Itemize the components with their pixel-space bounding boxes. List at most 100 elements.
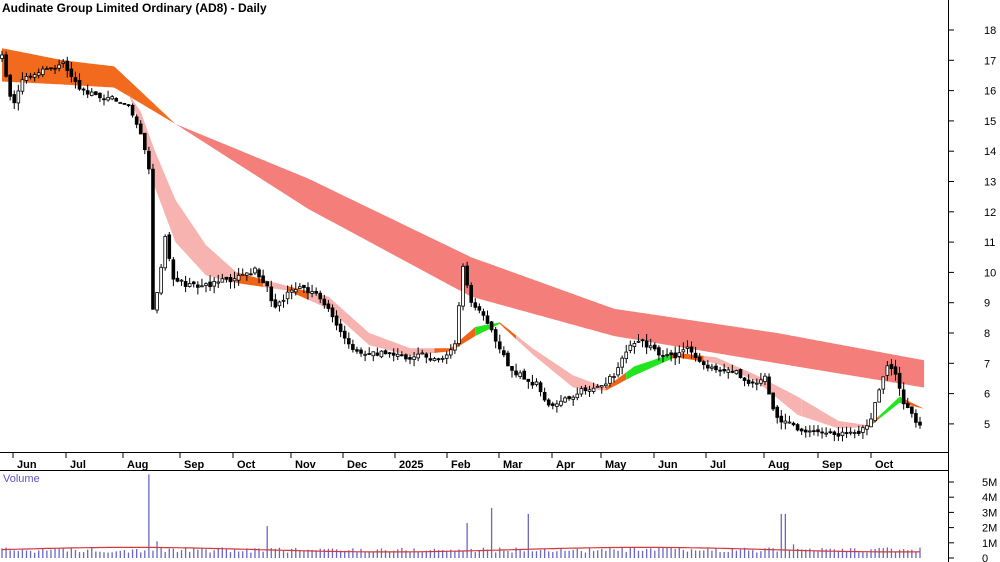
candle bbox=[416, 347, 420, 362]
candle bbox=[16, 84, 21, 111]
short-ribbon-segment-4 bbox=[308, 291, 435, 356]
candle bbox=[551, 401, 555, 410]
candle bbox=[828, 428, 833, 434]
x-tick-label: Oct bbox=[237, 459, 256, 471]
candle bbox=[820, 427, 824, 439]
y-tick-label: 10 bbox=[984, 267, 996, 279]
candle bbox=[277, 300, 282, 312]
candle bbox=[461, 263, 465, 311]
candle bbox=[404, 353, 408, 362]
candle bbox=[224, 276, 229, 283]
short-ribbon-segment-8 bbox=[499, 322, 517, 340]
candle bbox=[661, 349, 665, 363]
candle bbox=[750, 379, 755, 388]
candle bbox=[755, 378, 759, 391]
candle bbox=[795, 423, 800, 432]
candle bbox=[473, 298, 478, 311]
candle bbox=[383, 349, 388, 355]
short-ribbon-segment-11 bbox=[626, 354, 672, 380]
candle bbox=[448, 344, 453, 359]
candle bbox=[187, 277, 192, 288]
candle bbox=[273, 293, 278, 309]
candle bbox=[734, 369, 739, 375]
candle bbox=[738, 368, 743, 379]
y-tick-label: 5 bbox=[984, 419, 990, 431]
candle bbox=[595, 383, 600, 388]
candle bbox=[216, 274, 221, 289]
x-tick-label: Apr bbox=[556, 459, 576, 471]
candle bbox=[824, 427, 828, 438]
candle bbox=[49, 67, 53, 72]
short-ribbon-segment-1 bbox=[236, 272, 264, 287]
candle bbox=[816, 425, 820, 437]
x-tick-label: 2025 bbox=[399, 459, 423, 471]
candle bbox=[742, 376, 747, 387]
candle bbox=[791, 421, 796, 427]
x-axis-ticks: Jun Jul Aug Sep Oct Nov Dec 2025 Feb Mar Apr May Jun… bbox=[12, 452, 894, 471]
candle bbox=[914, 409, 918, 428]
candle bbox=[571, 395, 575, 406]
candle bbox=[559, 395, 563, 408]
x-tick-label: Aug bbox=[768, 459, 789, 471]
candle bbox=[371, 351, 376, 362]
candle bbox=[171, 257, 176, 287]
volume-pane: Volume bbox=[0, 470, 948, 558]
candle bbox=[681, 342, 686, 359]
short-ribbon-segment-16 bbox=[879, 396, 904, 419]
candle bbox=[77, 73, 82, 91]
candle bbox=[110, 94, 114, 101]
candle bbox=[746, 374, 751, 387]
candle bbox=[236, 267, 241, 286]
candle bbox=[832, 430, 837, 442]
candle bbox=[41, 65, 45, 78]
candle bbox=[848, 427, 853, 436]
long-ribbon-segment-main bbox=[175, 123, 925, 388]
x-tick-label: Mar bbox=[503, 459, 523, 471]
candle bbox=[159, 264, 163, 296]
candle bbox=[689, 341, 694, 359]
candle bbox=[208, 275, 212, 291]
candle bbox=[293, 282, 298, 296]
candle bbox=[310, 284, 314, 298]
x-tick-label: Jul bbox=[710, 459, 726, 471]
candle bbox=[232, 271, 237, 289]
candle bbox=[363, 350, 367, 362]
candle bbox=[265, 281, 269, 293]
candle bbox=[98, 92, 102, 102]
candle bbox=[665, 348, 669, 358]
candle bbox=[481, 308, 486, 321]
candle bbox=[302, 284, 306, 294]
candle bbox=[12, 90, 17, 109]
volume-y-axis-ticks: 5M 4M 3M 2M 1M 0 bbox=[948, 477, 997, 562]
volume-tick-label: 1M bbox=[982, 538, 997, 550]
candle bbox=[779, 410, 784, 430]
candle bbox=[326, 300, 331, 312]
candle bbox=[710, 363, 714, 372]
candle bbox=[726, 366, 731, 379]
candle bbox=[808, 425, 812, 438]
candle bbox=[32, 72, 37, 82]
candle bbox=[783, 413, 788, 430]
candle bbox=[677, 345, 682, 364]
candle bbox=[240, 268, 245, 276]
candle bbox=[412, 352, 416, 367]
y-tick-label: 17 bbox=[984, 55, 996, 67]
volume-tick-label: 0 bbox=[982, 553, 988, 562]
candle bbox=[440, 355, 445, 363]
candle bbox=[183, 275, 188, 293]
candle bbox=[616, 362, 620, 378]
candle bbox=[787, 415, 792, 424]
candle bbox=[69, 62, 74, 83]
candle bbox=[857, 425, 861, 437]
y-tick-label: 13 bbox=[984, 177, 996, 189]
short-ribbon-segment-5 bbox=[434, 341, 459, 353]
candle bbox=[257, 267, 261, 284]
candle bbox=[767, 373, 771, 395]
price-pane: Jun Jul Aug Sep Oct Nov Dec 2025 Feb Mar Apr May Jun… bbox=[0, 1, 948, 471]
volume-tick-label: 5M bbox=[982, 477, 997, 489]
candle bbox=[905, 397, 910, 409]
candle bbox=[8, 73, 12, 101]
candle bbox=[249, 268, 253, 276]
candle bbox=[697, 353, 702, 363]
candle bbox=[901, 382, 906, 410]
